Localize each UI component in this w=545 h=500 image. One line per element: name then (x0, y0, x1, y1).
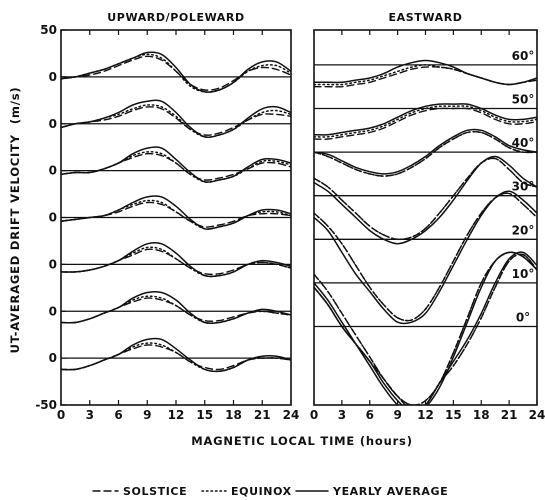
eastward-y-tick-label-3: 40° (512, 136, 535, 150)
upward-y-tick-label-1: 50 (40, 23, 57, 37)
upward-series-group (61, 51, 291, 373)
eastward-solid-curve-6 (314, 251, 537, 405)
eastward-x-tick-label-24: 24 (529, 408, 545, 422)
eastward-solid-curve-2 (314, 103, 537, 136)
upward-y-tick-label-7: 0 (49, 304, 57, 318)
eastward-solid-curve-3 (314, 128, 537, 175)
eastward-y-tick-label-1: 60° (512, 49, 535, 63)
upward-x-tick-label-0: 0 (57, 408, 65, 422)
eastward-solid-curve-1 (314, 59, 537, 86)
upward-dotted-curve-3 (61, 151, 291, 183)
upward-dashed-curve-3 (61, 152, 291, 181)
legend-equinox-label: EQUINOX (231, 485, 292, 498)
eastward-dotted-curve-2 (314, 105, 537, 138)
upward-x-tick-label-15: 15 (196, 408, 213, 422)
eastward-x-tick-label-6: 6 (366, 408, 374, 422)
legend-solstice-label: SOLSTICE (123, 485, 187, 498)
eastward-x-tick-label-15: 15 (445, 408, 462, 422)
upward-solid-curve-2 (61, 99, 291, 139)
legend: SOLSTICE EQUINOX YEARLY AVERAGE (92, 485, 448, 498)
eastward-y-tick-label-6: 10° (512, 267, 535, 281)
upward-y-tick-label-6: 0 (49, 257, 57, 271)
upward-y-tick-label-3: 0 (49, 117, 57, 131)
upward-solid-curve-1 (61, 51, 291, 93)
upward-solid-curve-3 (61, 146, 291, 183)
eastward-x-tick-label-9: 9 (393, 408, 401, 422)
eastward-solid-curve-4 (314, 155, 537, 245)
eastward-dotted-curve-4 (314, 157, 537, 241)
upward-solid-curve-7 (61, 337, 291, 373)
eastward-x-tick-label-12: 12 (417, 408, 434, 422)
eastward-dotted-curve-3 (314, 130, 537, 177)
y-axis-label: UT-AVERAGED DRIFT VELOCITY(m/s) (8, 87, 22, 354)
eastward-dashed-curve-2 (314, 107, 537, 140)
upward-x-tick-label-21: 21 (254, 408, 271, 422)
eastward-x-tick-label-0: 0 (310, 408, 318, 422)
upward-x-tick-label-3: 3 (86, 408, 94, 422)
upward-y-tick-label-9: -50 (35, 398, 57, 412)
upward-dashed-curve-1 (61, 55, 291, 91)
upward-x-tick-label-24: 24 (283, 408, 300, 422)
upward-solid-curve-5 (61, 241, 291, 278)
upward-solid-curve-4 (61, 195, 291, 230)
eastward-x-tick-label-3: 3 (338, 408, 346, 422)
legend-yearly-label: YEARLY AVERAGE (332, 485, 448, 498)
upward-y-tick-label-8: 0 (49, 351, 57, 365)
upward-dotted-curve-5 (61, 246, 291, 278)
eastward-dotted-curve-6 (314, 251, 537, 405)
upward-dotted-curve-4 (61, 199, 291, 230)
eastward-x-tick-label-18: 18 (473, 408, 490, 422)
upward-y-tick-label-2: 0 (49, 70, 57, 84)
upward-y-tick-label-4: 0 (49, 164, 57, 178)
eastward-solid-curve-7 (314, 251, 537, 405)
x-axis-label: MAGNETIC LOCAL TIME (hours) (191, 434, 413, 448)
eastward-dashed-curve-4 (314, 157, 537, 241)
eastward-panel: EASTWARD 0 3 6 9 12 15 18 21 24 60° 50° 40° 30° 20° 10°… (310, 11, 545, 422)
eastward-dotted-curve-5 (314, 192, 537, 322)
eastward-dashed-curve-5 (314, 192, 537, 322)
eastward-y-tick-label-5: 20° (512, 223, 535, 237)
eastward-dashed-curve-3 (314, 130, 537, 177)
upward-x-tick-label-18: 18 (225, 408, 242, 422)
eastward-solid-curve-5 (314, 190, 537, 325)
eastward-series-group (314, 59, 537, 405)
eastward-y-tick-label-2: 50° (512, 92, 535, 106)
eastward-panel-title: EASTWARD (388, 11, 462, 24)
upward-panel-title: UPWARD/POLEWARD (107, 11, 244, 24)
upward-x-tick-label-12: 12 (168, 408, 185, 422)
eastward-x-tick-label-21: 21 (501, 408, 518, 422)
eastward-dashed-curve-6 (314, 251, 537, 405)
upward-solid-curve-6 (61, 290, 291, 325)
upward-x-tick-label-6: 6 (114, 408, 122, 422)
eastward-y-tick-label-4: 30° (512, 180, 535, 194)
upward-y-tick-label-5: 0 (49, 211, 57, 225)
upward-x-tick-label-9: 9 (143, 408, 151, 422)
eastward-y-tick-label-7: 0° (516, 311, 530, 325)
